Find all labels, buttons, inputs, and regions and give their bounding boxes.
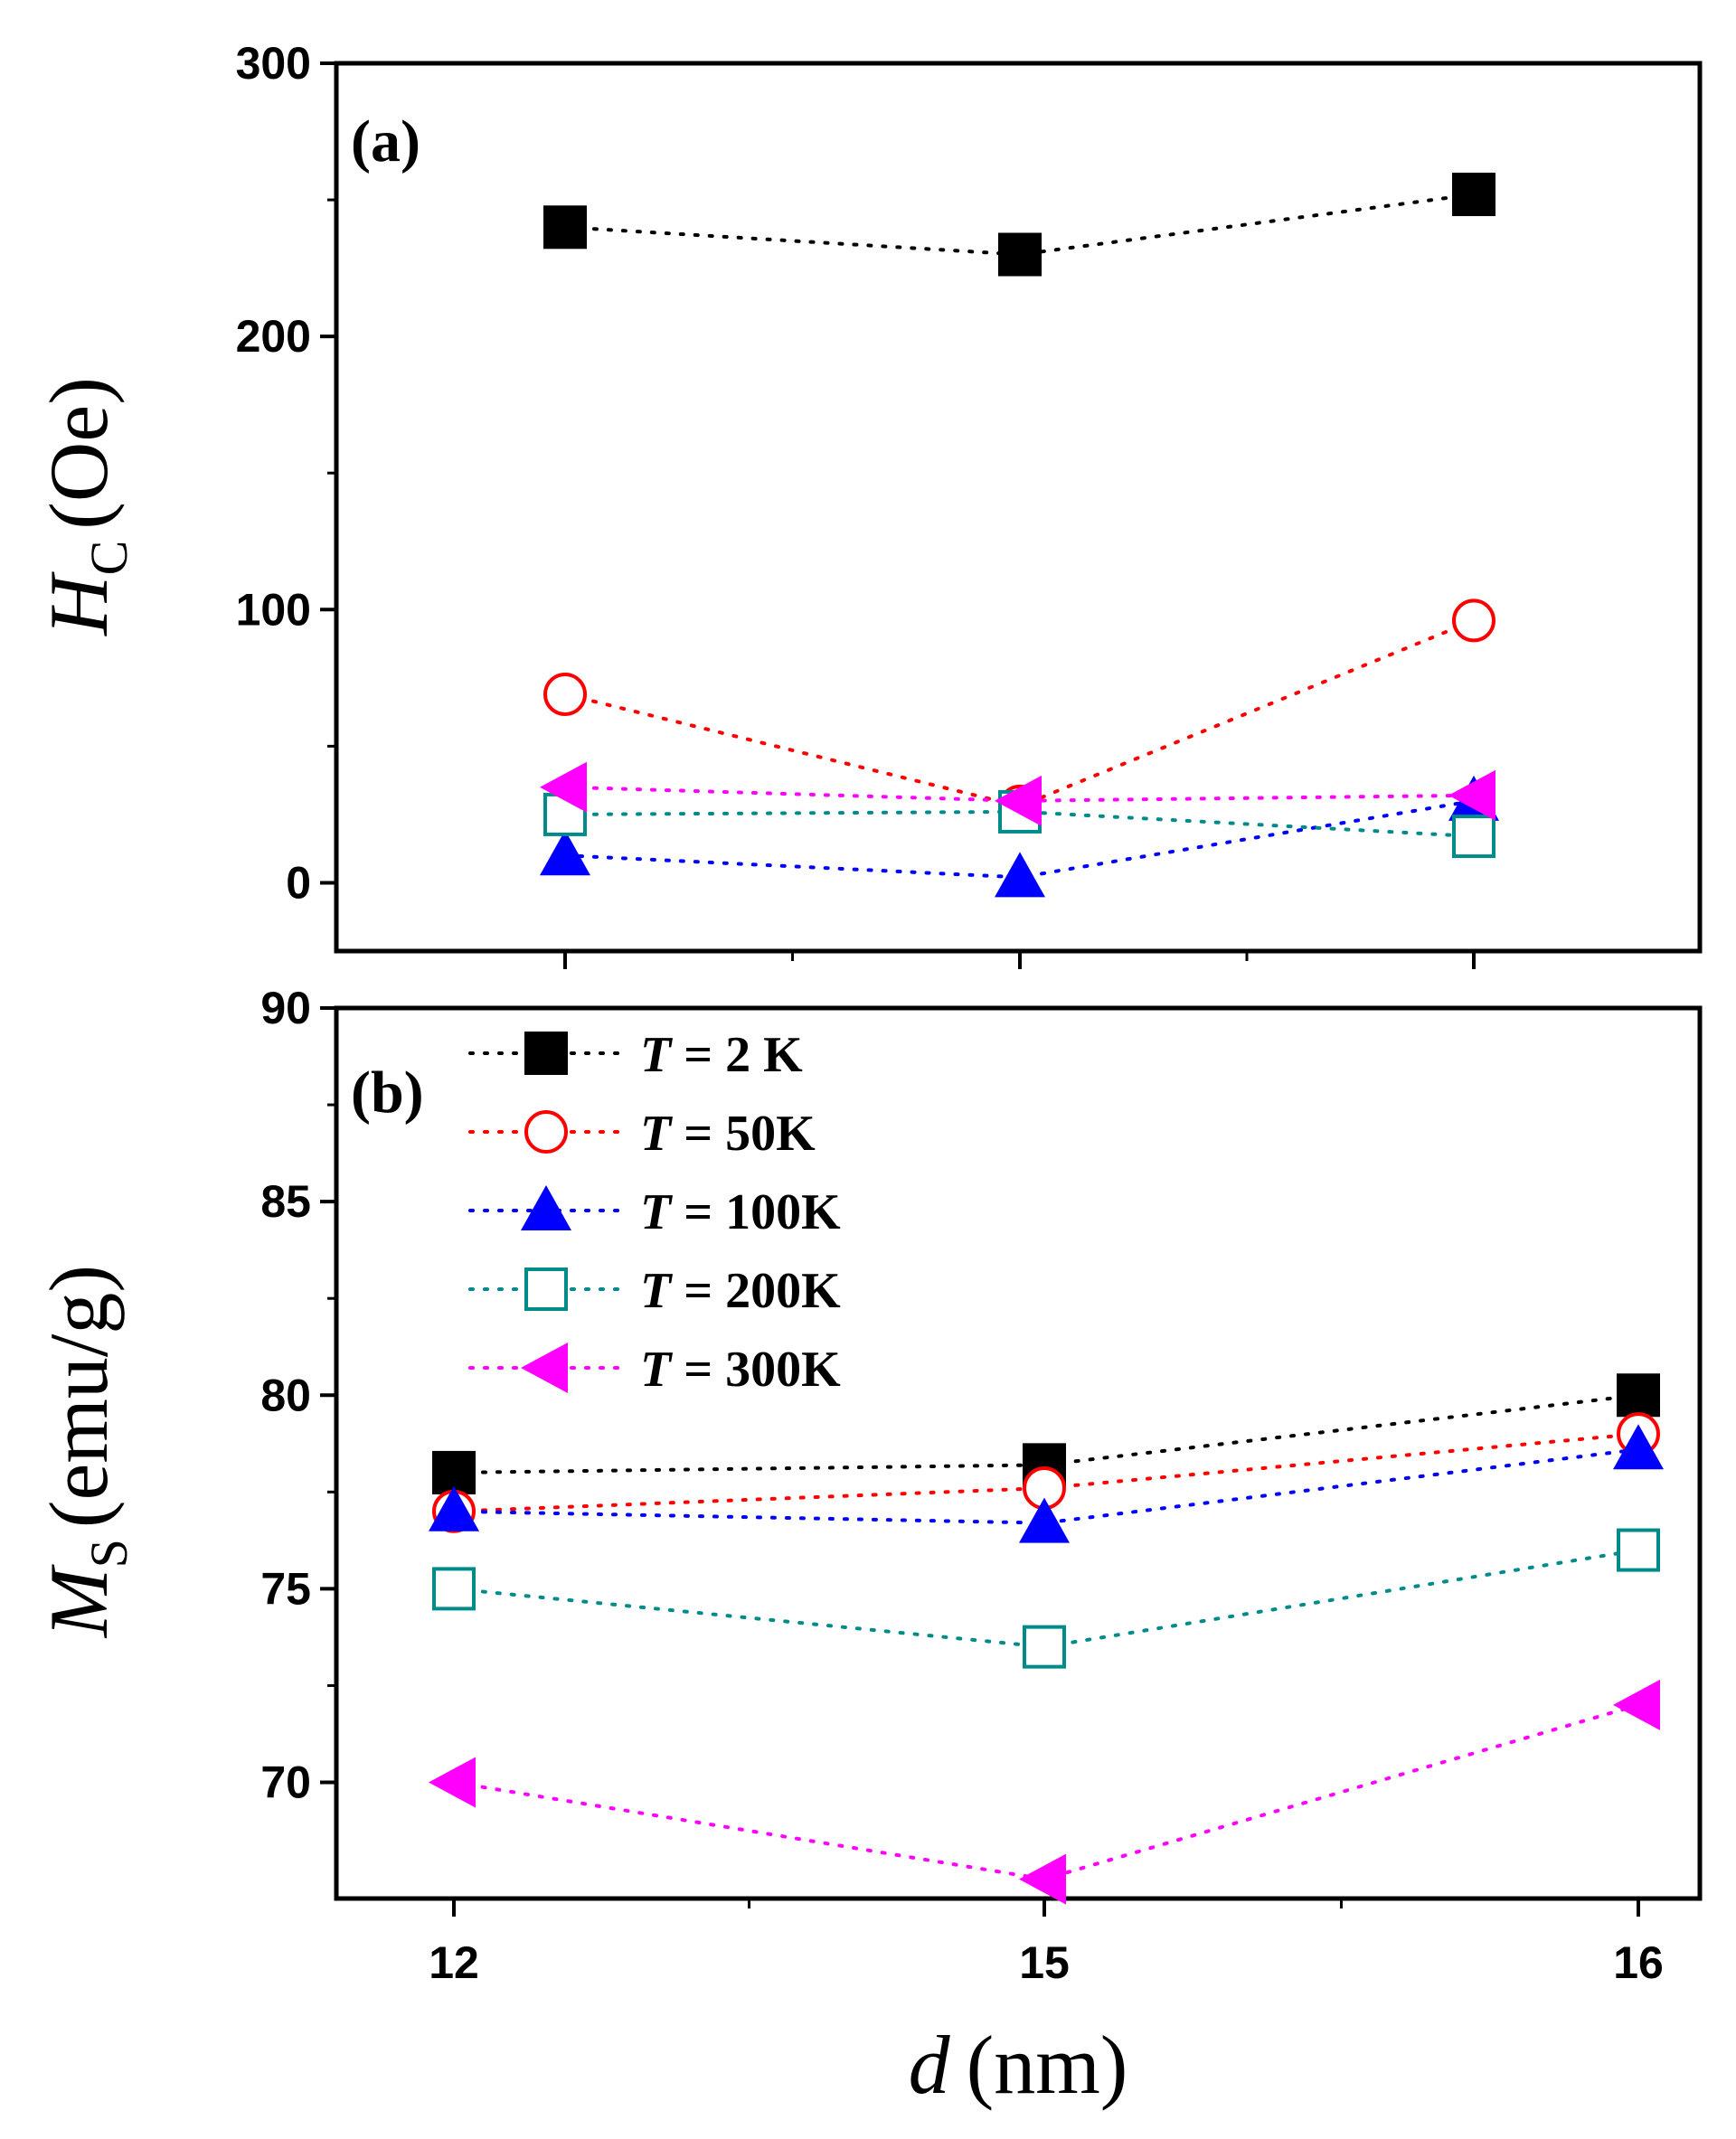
- panel-b-data-point: [1617, 1528, 1660, 1572]
- panel-b-frame: [334, 1005, 1703, 1901]
- panel-a-data-point: [1452, 173, 1495, 217]
- legend-label-symbol: T: [640, 1106, 674, 1162]
- legend-label: T = 100K: [640, 1184, 841, 1240]
- panel-b-data-point: [432, 1567, 476, 1611]
- panel-a-series-lines: [563, 193, 1476, 880]
- panel-b-y-tick-label: 85: [260, 1176, 311, 1227]
- legend-marker: [521, 1343, 568, 1393]
- panel-b-y-axis-symbol: M: [33, 1564, 125, 1639]
- panel-b-y-tick-label: 70: [260, 1757, 311, 1808]
- panel-b-data-point: [429, 1757, 476, 1808]
- panel-a-axes: 0 100 200 300: [236, 38, 1476, 969]
- x-axis-title: d (nm): [909, 2019, 1128, 2111]
- legend-label-value: = 300K: [671, 1342, 841, 1398]
- legend-marker: [524, 1032, 568, 1075]
- panel-b-y-axis-title: MS (emu/g): [33, 1265, 138, 1639]
- x-tick-label: 12: [429, 1937, 479, 1988]
- panel-a-data-point: [995, 852, 1045, 898]
- legend-label-value: = 100K: [671, 1184, 841, 1240]
- legend-label-value: = 50K: [671, 1106, 816, 1162]
- legend-label-symbol: T: [640, 1342, 674, 1398]
- legend-marker: [521, 1185, 571, 1230]
- panel-a-label: (a): [351, 108, 420, 174]
- legend-marker: [524, 1267, 568, 1311]
- panel-a-markers: [540, 173, 1499, 898]
- panel-b-y-tick-label: 75: [260, 1563, 311, 1614]
- legend-marker: [524, 1110, 568, 1154]
- panel-a-y-axis-subscript: C: [80, 541, 138, 576]
- panel-b-label: (b): [351, 1060, 424, 1126]
- panel-b-data-point: [1023, 1625, 1066, 1669]
- panel-b-y-tick-label: 90: [260, 983, 311, 1033]
- x-axis-unit: (nm): [967, 2019, 1128, 2111]
- panel-a-y-tick-label: 200: [236, 311, 311, 362]
- panel-a: 0 100 200 300 (a) HC (Oe): [33, 38, 1703, 969]
- panel-a-data-point: [540, 761, 587, 813]
- panel-b-y-axis-unit: (emu/g): [33, 1265, 125, 1528]
- panel-a-y-tick-label: 100: [236, 584, 311, 635]
- panel-a-series-line-1: [563, 618, 1476, 808]
- panel-a-y-axis-unit: (Oe): [33, 377, 125, 530]
- panel-b: 70 75 80 85 90 12 15 16 (b) MS (emu/g) d (nm) T =…: [33, 983, 1703, 2111]
- panel-b-data-point: [1617, 1373, 1660, 1418]
- panel-b-series-line-4: [452, 1702, 1640, 1881]
- panel-b-data-point: [429, 1485, 479, 1531]
- panel-b-data-point: [1019, 1853, 1066, 1905]
- panel-a-data-point: [995, 775, 1042, 826]
- panel-a-y-tick-label: 0: [286, 857, 311, 908]
- legend-label-symbol: T: [640, 1184, 674, 1240]
- panel-a-data-point: [998, 232, 1042, 277]
- panel-a-data-point: [1448, 769, 1495, 821]
- panel-b-data-point: [1613, 1679, 1660, 1730]
- x-axis-symbol: d: [909, 2019, 951, 2111]
- panel-a-data-point: [543, 672, 587, 716]
- legend-label: T = 50K: [640, 1106, 816, 1162]
- panel-a-data-point: [1452, 598, 1495, 643]
- x-tick-label: 16: [1613, 1937, 1664, 1988]
- panel-b-data-point: [1019, 1497, 1070, 1543]
- legend-label-symbol: T: [640, 1027, 674, 1083]
- panel-b-axes: 70 75 80 85 90 12 15 16: [260, 983, 1663, 1988]
- panel-b-y-axis-subscript: S: [80, 1539, 138, 1568]
- panel-a-data-point: [1452, 815, 1495, 859]
- panel-b-markers: [429, 1373, 1664, 1905]
- legend-label: T = 200K: [640, 1263, 841, 1319]
- x-tick-label: 15: [1019, 1937, 1070, 1988]
- panel-b-y-tick-label: 80: [260, 1370, 311, 1420]
- legend-label-value: = 2 K: [671, 1027, 803, 1083]
- panel-a-y-axis-symbol: H: [33, 571, 125, 636]
- panel-a-data-point: [540, 830, 590, 876]
- panel-a-y-axis-title: HC (Oe): [33, 377, 138, 636]
- legend-label: T = 300K: [640, 1342, 841, 1398]
- panel-b-data-point: [1613, 1424, 1664, 1470]
- legend-label-value: = 200K: [671, 1263, 841, 1319]
- panel-a-y-tick-label: 300: [236, 38, 311, 89]
- legend-label-symbol: T: [640, 1263, 674, 1319]
- panel-a-data-point: [543, 205, 587, 250]
- legend-label: T = 2 K: [640, 1027, 803, 1083]
